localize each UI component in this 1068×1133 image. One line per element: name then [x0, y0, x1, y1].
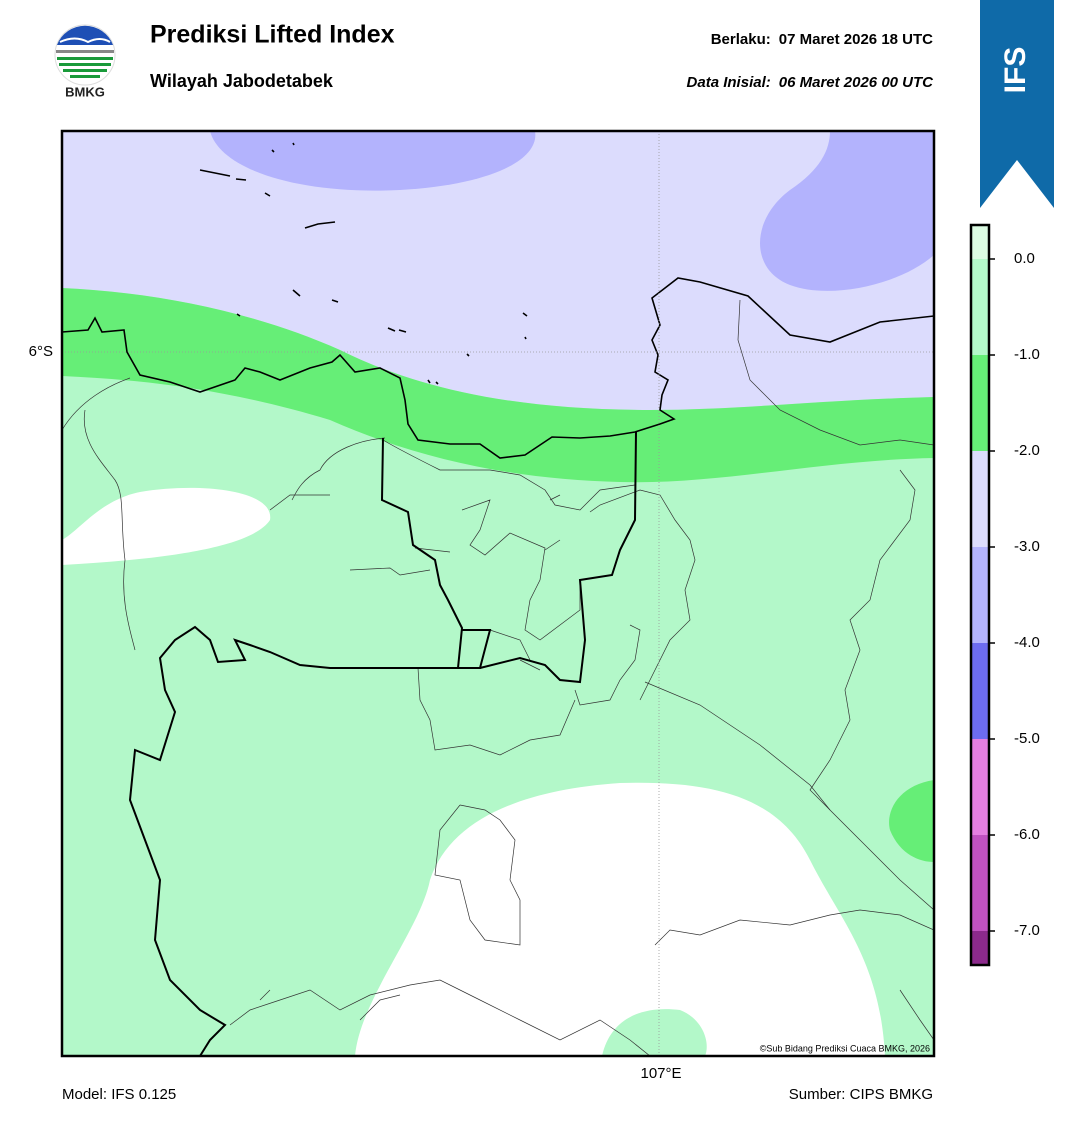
- copyright: ©Sub Bidang Prediksi Cuaca BMKG, 2026: [760, 1043, 930, 1053]
- field: [760, 131, 934, 291]
- colorbar-band: [971, 547, 989, 643]
- field: [602, 1009, 707, 1056]
- colorbar-tick-label: -3.0: [1014, 538, 1040, 555]
- province-boundaries: [128, 431, 637, 1056]
- subtitle: Wilayah Jabodetabek: [150, 71, 334, 91]
- field: [62, 487, 271, 565]
- colorbar-band: [971, 643, 989, 739]
- model-badge-text: IFS: [999, 47, 1032, 94]
- colorbar-band: [971, 355, 989, 451]
- colorbar-frame: [969, 223, 991, 967]
- colorbar-tick-label: -1.0: [1014, 346, 1040, 363]
- valid-info: Berlaku: 07 Maret 2026 18 UTC: [711, 31, 933, 48]
- field: [62, 288, 934, 483]
- lat-label: 6°S: [29, 343, 53, 360]
- init-info: Data Inisial: 06 Maret 2026 00 UTC: [687, 74, 935, 91]
- logo: BMKG: [54, 24, 116, 99]
- colorbar-tick-label: 0.0: [1014, 250, 1035, 267]
- field: [355, 782, 885, 1056]
- map-frame: [60, 129, 936, 1058]
- colorbar-tick-label: -6.0: [1014, 826, 1040, 843]
- colorbar: 0.0 -1.0 -2.0 -3.0 -4.0 -5.0 -6.0 -7.0: [969, 223, 1040, 967]
- model-badge: [980, 0, 1054, 208]
- lon-label: 107°E: [640, 1065, 681, 1082]
- colorbar-tick-label: -2.0: [1014, 442, 1040, 459]
- title: Prediksi Lifted Index: [150, 21, 395, 49]
- map: [62, 131, 934, 1056]
- coastline: [62, 142, 934, 459]
- field: [889, 780, 934, 862]
- colorbar-tick-label: -7.0: [1014, 922, 1040, 939]
- colorbar-band: [971, 259, 989, 355]
- logo-text: BMKG: [65, 84, 105, 99]
- init-label: Data Inisial:: [687, 74, 771, 91]
- admin-boundaries: [62, 299, 934, 1056]
- field: [62, 131, 934, 410]
- colorbar-band: [971, 739, 989, 835]
- footer-source: Sumber: CIPS BMKG: [789, 1086, 933, 1103]
- colorbar-band: [971, 931, 989, 965]
- colorbar-band: [971, 225, 989, 259]
- colorbar-tick-label: -4.0: [1014, 634, 1040, 651]
- field: [210, 131, 536, 191]
- valid-time: 07 Maret 2026 18 UTC: [779, 31, 933, 48]
- init-time: 06 Maret 2026 00 UTC: [779, 74, 934, 91]
- colorbar-band: [971, 451, 989, 547]
- footer-model: Model: IFS 0.125: [62, 1086, 176, 1103]
- colorbar-band: [971, 835, 989, 931]
- valid-label: Berlaku:: [711, 31, 771, 48]
- colorbar-tick-label: -5.0: [1014, 730, 1040, 747]
